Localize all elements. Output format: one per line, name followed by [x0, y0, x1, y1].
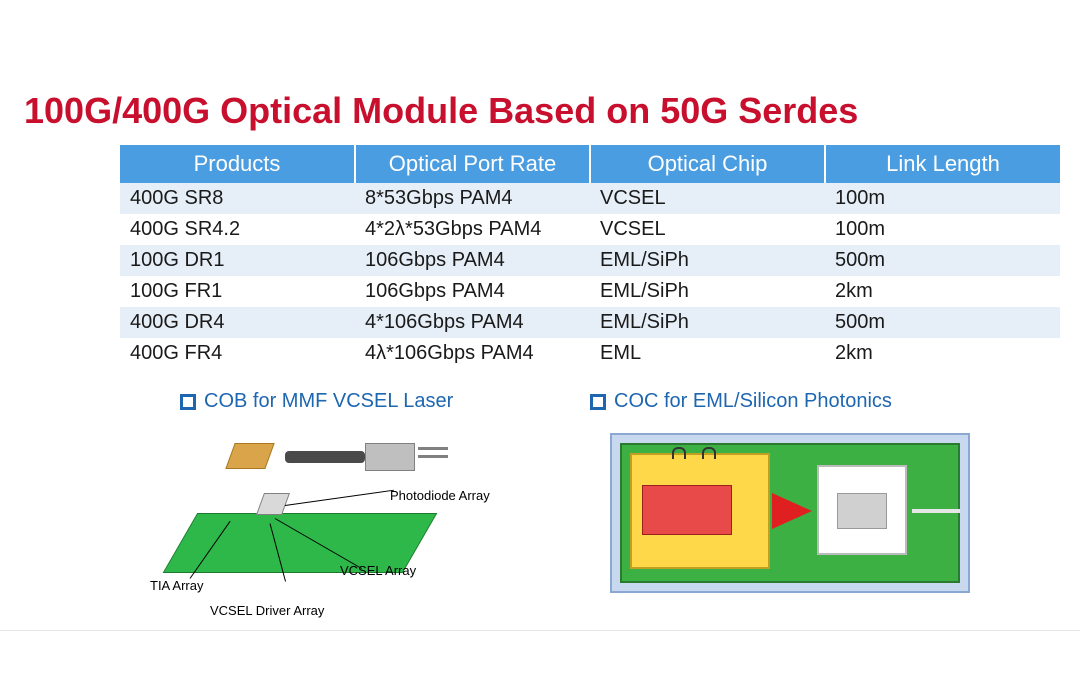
square-bullet-icon	[180, 394, 196, 410]
square-bullet-icon	[590, 394, 606, 410]
cell: EML/SiPh	[590, 307, 825, 338]
cell: 400G FR4	[120, 338, 355, 369]
cell: 100m	[825, 214, 1060, 245]
vcsel-label: VCSEL Array	[340, 563, 416, 578]
table-header-row: Products Optical Port Rate Optical Chip …	[120, 145, 1060, 183]
table-row: 400G SR8 8*53Gbps PAM4 VCSEL 100m	[120, 183, 1060, 214]
cell: EML/SiPh	[590, 276, 825, 307]
diagram-sections: COB for MMF VCSEL Laser Photodiode Array…	[120, 390, 1060, 613]
cell: 100G FR1	[120, 276, 355, 307]
coc-label: COC for EML/Silicon Photonics	[614, 390, 892, 413]
cell: 2km	[825, 338, 1060, 369]
cell: 106Gbps PAM4	[355, 276, 590, 307]
laser-beam-icon	[772, 493, 812, 529]
gray-insert	[837, 493, 887, 529]
callout-line	[285, 490, 394, 506]
cell: 500m	[825, 245, 1060, 276]
cell: 4*2λ*53Gbps PAM4	[355, 214, 590, 245]
col-products: Products	[120, 145, 355, 183]
cell: 8*53Gbps PAM4	[355, 183, 590, 214]
cell: 500m	[825, 307, 1060, 338]
red-substrate	[642, 485, 732, 535]
cob-label: COB for MMF VCSEL Laser	[204, 390, 453, 413]
connector	[365, 443, 415, 471]
table-row: 100G DR1 106Gbps PAM4 EML/SiPh 500m	[120, 245, 1060, 276]
driver-label: VCSEL Driver Array	[210, 603, 324, 618]
cell: 400G SR8	[120, 183, 355, 214]
cell: EML/SiPh	[590, 245, 825, 276]
cell: VCSEL	[590, 214, 825, 245]
cob-section: COB for MMF VCSEL Laser Photodiode Array…	[120, 390, 590, 613]
cable	[285, 451, 365, 463]
col-optical-chip: Optical Chip	[590, 145, 825, 183]
coc-diagram	[610, 433, 970, 593]
cell: 4*106Gbps PAM4	[355, 307, 590, 338]
cell: VCSEL	[590, 183, 825, 214]
cell: EML	[590, 338, 825, 369]
table-row: 400G FR4 4λ*106Gbps PAM4 EML 2km	[120, 338, 1060, 369]
coc-header: COC for EML/Silicon Photonics	[590, 390, 1060, 413]
gold-chip	[225, 443, 274, 469]
cell: 2km	[825, 276, 1060, 307]
products-table: Products Optical Port Rate Optical Chip …	[120, 145, 1060, 369]
tia-label: TIA Array	[150, 578, 203, 593]
page-title: 100G/400G Optical Module Based on 50G Se…	[24, 90, 858, 132]
mount-hook	[702, 447, 716, 459]
table-row: 100G FR1 106Gbps PAM4 EML/SiPh 2km	[120, 276, 1060, 307]
cob-diagram: Photodiode Array VCSEL Array TIA Array V…	[140, 433, 520, 613]
cell: 100m	[825, 183, 1060, 214]
cell: 400G SR4.2	[120, 214, 355, 245]
cell: 106Gbps PAM4	[355, 245, 590, 276]
mount-hook	[672, 447, 686, 459]
col-link-length: Link Length	[825, 145, 1060, 183]
cell: 100G DR1	[120, 245, 355, 276]
output-wire	[912, 509, 960, 513]
cell: 4λ*106Gbps PAM4	[355, 338, 590, 369]
connector-pins	[418, 447, 448, 450]
footer-divider	[0, 630, 1080, 631]
table-row: 400G SR4.2 4*2λ*53Gbps PAM4 VCSEL 100m	[120, 214, 1060, 245]
coc-section: COC for EML/Silicon Photonics	[590, 390, 1060, 613]
col-port-rate: Optical Port Rate	[355, 145, 590, 183]
photodiode-label: Photodiode Array	[390, 488, 490, 503]
cob-header: COB for MMF VCSEL Laser	[180, 390, 590, 413]
cell: 400G DR4	[120, 307, 355, 338]
table-row: 400G DR4 4*106Gbps PAM4 EML/SiPh 500m	[120, 307, 1060, 338]
